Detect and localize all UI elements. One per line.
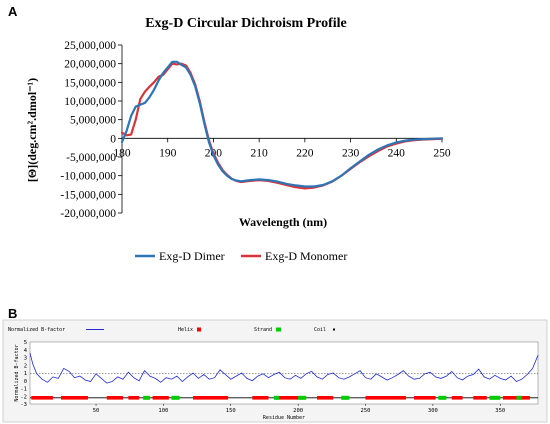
helix-segment — [106, 396, 123, 400]
helix-segment — [365, 396, 406, 400]
strand-segment — [171, 395, 180, 400]
cd-legend-label: Exg-D Monomer — [265, 249, 347, 263]
helix-segment — [60, 396, 88, 400]
helix-segment — [414, 396, 436, 400]
bfactor-legend-label: Strand — [254, 327, 272, 333]
bfactor-y-tick-labels: 5 4 32 1 0 -1-2 -3 — [20, 340, 27, 408]
helix-segment — [473, 396, 487, 400]
helix-segment — [276, 396, 299, 400]
cd-y-tick-label: 5,000,000 — [70, 115, 116, 127]
helix-segment — [317, 396, 334, 400]
strand-segment — [143, 395, 150, 400]
cd-legend: Exg-D Dimer Exg-D Monomer — [135, 249, 347, 263]
strand-segment — [298, 395, 307, 400]
cd-y-tick-label: -20,000,000 — [60, 208, 116, 220]
cd-y-tick-labels: 25,000,000 20,000,000 15,000,000 10,000,000… — [60, 40, 116, 220]
cd-x-tick-label: 240 — [388, 147, 406, 159]
bfactor-plot — [29, 352, 539, 400]
coil-legend-swatch — [333, 328, 335, 331]
bfactor-legend: Normalized B-factor Helix Strand Coil — [8, 327, 335, 333]
helix-segment — [252, 396, 269, 400]
bfactor-x-tick-label: 300 — [428, 408, 438, 414]
panel-b-letter: B — [8, 306, 18, 321]
bfactor-chart: Normalized B-factor Helix Strand Coil 5 4 32 1… — [2, 319, 548, 423]
cd-x-tick-labels: 180 190 200 210 220 230 240 250 — [113, 147, 451, 159]
strand-legend-swatch — [276, 327, 281, 332]
helix-segment — [451, 396, 463, 400]
strand-segment — [516, 395, 522, 400]
helix-segment — [128, 396, 140, 400]
bfactor-x-tick-label: 250 — [361, 408, 371, 414]
cd-y-tick-label: 15,000,000 — [64, 77, 116, 89]
panel-a-letter: A — [8, 4, 18, 19]
bfactor-y-axis-label: Normalized B-factor — [14, 344, 20, 401]
cd-x-tick-label: 230 — [342, 147, 360, 159]
bfactor-x-tick-label: 50 — [93, 408, 100, 414]
cd-y-tick-label: -10,000,000 — [60, 171, 116, 183]
bfactor-y-tick-label: 5 — [24, 340, 27, 346]
bfactor-series-line — [29, 352, 539, 384]
cd-series-group — [120, 60, 444, 190]
cd-chart: Exg-D Circular Dichroism Profile 25,000,… — [25, 16, 451, 263]
cd-x-axis-label: Wavelength (nm) — [239, 215, 327, 229]
bfactor-y-tick-label: -1 — [20, 387, 27, 393]
cd-y-tick-label: 25,000,000 — [64, 40, 116, 52]
bfactor-x-tick-label: 150 — [226, 408, 236, 414]
bfactor-x-tick-label: 100 — [158, 408, 168, 414]
cd-y-tick-label: -5,000,000 — [66, 152, 116, 164]
cd-x-tick-label: 220 — [296, 147, 314, 159]
helix-segment — [152, 396, 169, 400]
bfactor-legend-label: Coil — [314, 327, 326, 333]
bfactor-y-tick-label: 1 — [24, 371, 27, 377]
bfactor-legend-label: Helix — [178, 327, 193, 333]
bfactor-x-tick-label: 350 — [495, 408, 505, 414]
bfactor-y-tick-label: 2 — [24, 363, 27, 369]
cd-y-axis-label: [Θ](deg.cm².dmol⁻¹) — [25, 78, 39, 182]
cd-x-tick-label: 210 — [251, 147, 269, 159]
bfactor-x-tick-labels: 50 100 150 200 250 300 350 — [93, 404, 505, 414]
cd-x-tick-label: 250 — [433, 147, 451, 159]
cd-x-tick-label: 190 — [159, 147, 177, 159]
bfactor-y-tick-label: -3 — [20, 402, 27, 408]
bfactor-y-tick-label: -2 — [20, 394, 27, 400]
cd-legend-label: Exg-D Dimer — [159, 249, 225, 263]
cd-chart-title: Exg-D Circular Dichroism Profile — [145, 16, 347, 31]
bfactor-y-tick-label: 4 — [24, 348, 28, 354]
helix-segment — [31, 396, 53, 400]
cd-series-line-1 — [120, 62, 444, 190]
cd-series-line-0 — [120, 60, 444, 188]
helix-legend-swatch — [197, 327, 201, 332]
helix-segment — [193, 396, 229, 400]
strand-segment — [273, 395, 280, 400]
cd-y-tick-label: 0 — [110, 133, 116, 145]
bfactor-legend-label: Normalized B-factor — [8, 327, 65, 333]
cd-y-tick-label: 10,000,000 — [64, 96, 116, 108]
bfactor-x-axis-label: Residue Number — [263, 415, 305, 421]
bfactor-y-tick-label: 3 — [24, 356, 27, 362]
cd-y-tick-label: 20,000,000 — [64, 59, 116, 71]
bfactor-y-tick-label: 0 — [24, 379, 27, 385]
strand-segment — [438, 395, 447, 400]
strand-segment — [489, 395, 501, 400]
strand-segment — [341, 395, 350, 400]
bfactor-x-tick-label: 200 — [293, 408, 303, 414]
cd-y-tick-label: -15,000,000 — [60, 189, 116, 201]
bfactor-plot-area — [29, 341, 539, 405]
